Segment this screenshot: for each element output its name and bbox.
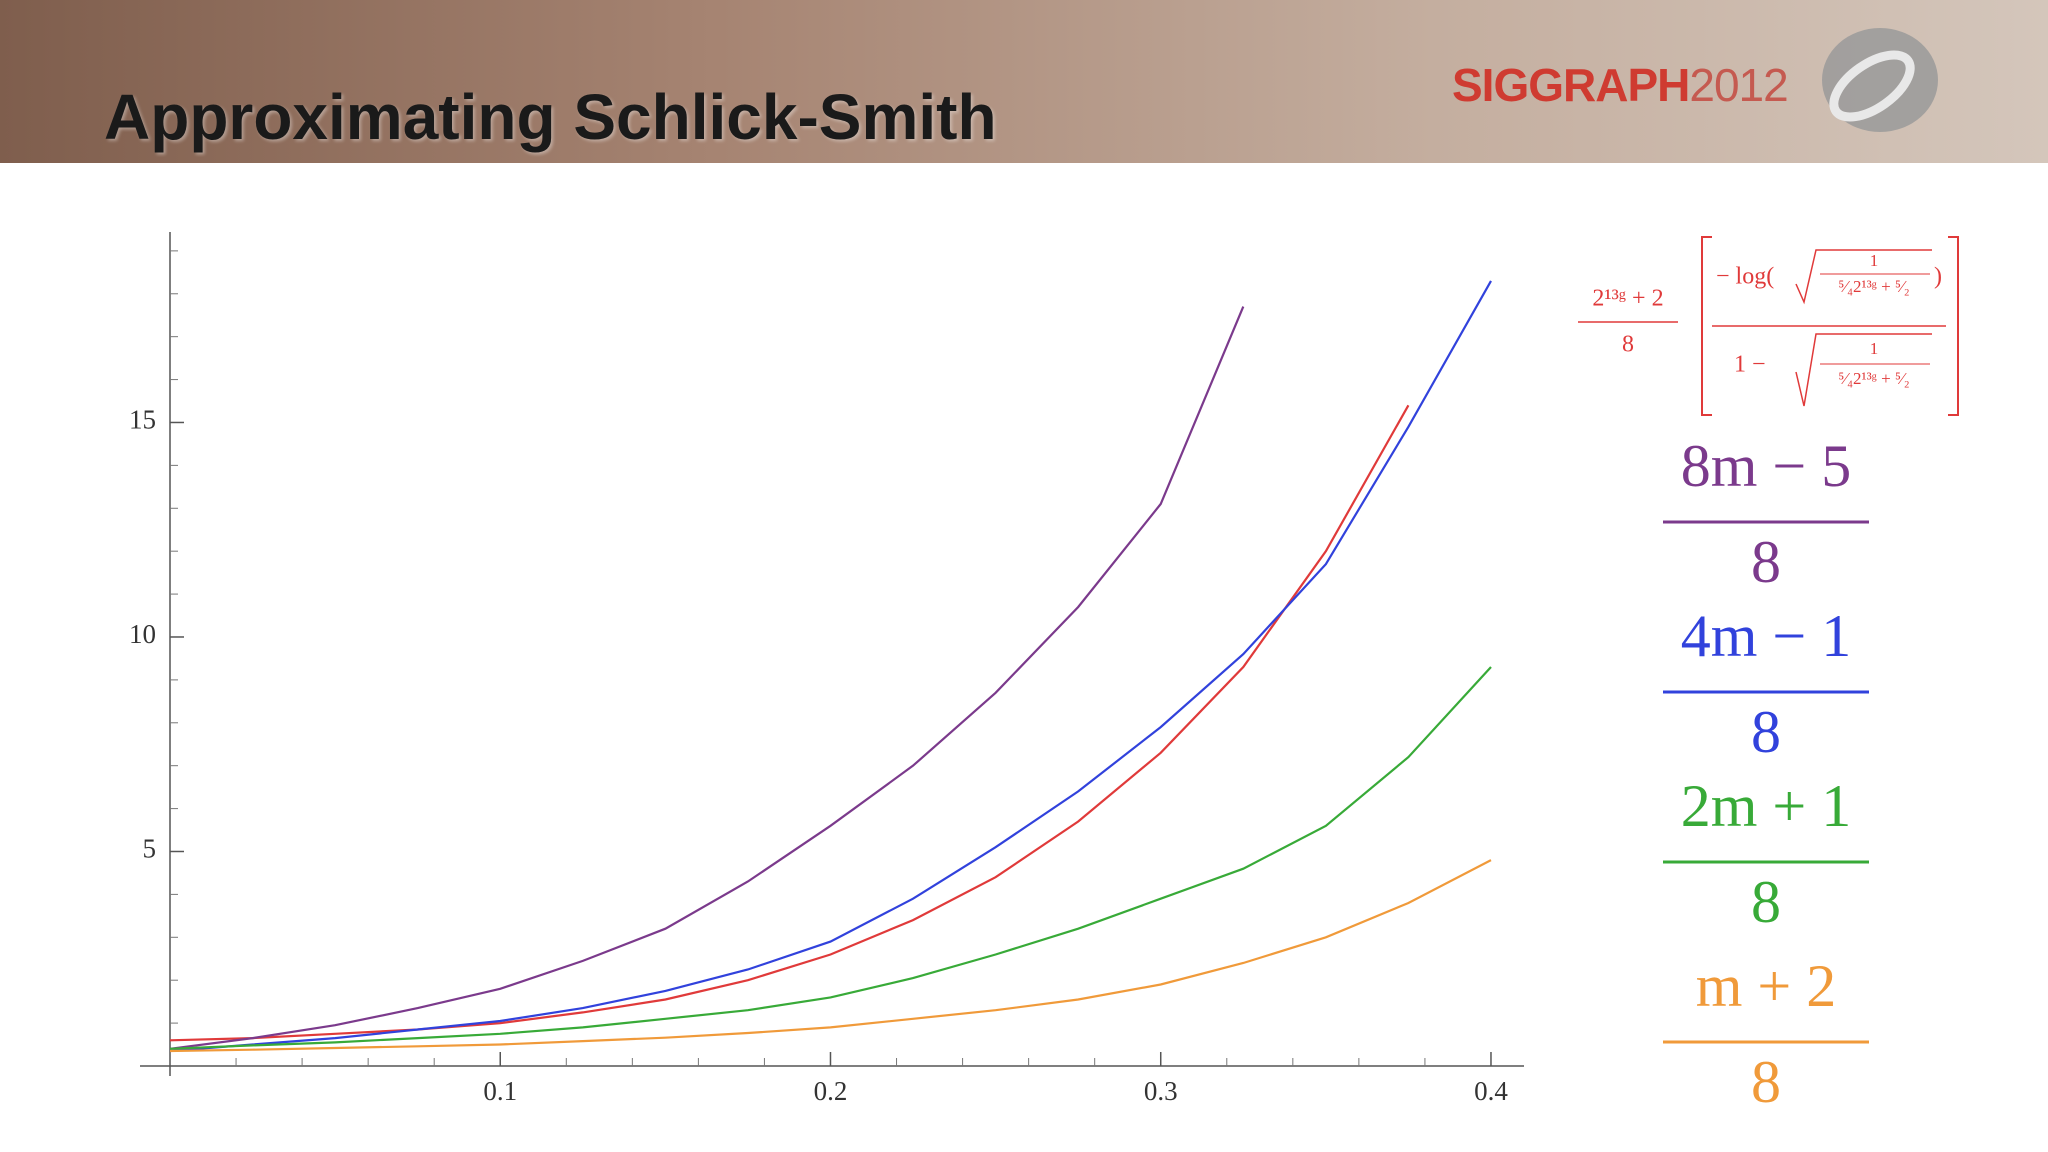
x-tick-label: 0.2 bbox=[814, 1076, 848, 1106]
legend-denominator: 8 bbox=[1751, 699, 1781, 765]
legend-denominator: 8 bbox=[1622, 332, 1634, 358]
formula-part: 1 − bbox=[1734, 352, 1766, 378]
legend-denominator: 8 bbox=[1751, 1049, 1781, 1115]
legend-denominator: 8 bbox=[1751, 529, 1781, 595]
y-tick-label: 5 bbox=[143, 834, 157, 864]
header-banner: Approximating Schlick-Smith SIGGRAPH2012 bbox=[0, 0, 2048, 163]
formula-part: − log( bbox=[1716, 264, 1774, 290]
logo-swirl bbox=[1822, 28, 1938, 132]
logo-year: 2012 bbox=[1689, 59, 1788, 111]
formula-part: ) bbox=[1934, 264, 1942, 290]
formula-part: 1 bbox=[1870, 251, 1879, 270]
legend-denominator: 8 bbox=[1751, 869, 1781, 935]
y-tick-label: 15 bbox=[129, 405, 156, 435]
legend-numerator: 4m − 1 bbox=[1681, 603, 1852, 669]
formula-part: ⁵⁄₄2¹³ᵍ + ⁵⁄₂ bbox=[1838, 369, 1909, 388]
x-tick-label: 0.1 bbox=[483, 1076, 517, 1106]
data-line bbox=[169, 859, 1492, 1053]
bracket bbox=[1701, 236, 1959, 416]
logo-name: SIGGRAPH bbox=[1452, 59, 1690, 111]
slide-title: Approximating Schlick-Smith bbox=[104, 81, 997, 153]
logo: SIGGRAPH2012 bbox=[1452, 58, 1789, 112]
formula-part: 1 bbox=[1870, 339, 1879, 358]
legend-numerator: 8m − 5 bbox=[1681, 433, 1852, 499]
legend-numerator: 2¹³ᵍ + 2 bbox=[1592, 286, 1663, 312]
legend-numerator: 2m + 1 bbox=[1681, 773, 1852, 839]
formula-part: ⁵⁄₄2¹³ᵍ + ⁵⁄₂ bbox=[1838, 277, 1909, 296]
data-line bbox=[169, 306, 1245, 1050]
data-line bbox=[169, 280, 1492, 1053]
data-line bbox=[169, 666, 1492, 1050]
legend-numerator: m + 2 bbox=[1696, 953, 1837, 1019]
x-tick-label: 0.4 bbox=[1474, 1076, 1508, 1106]
sqrt-sign bbox=[1795, 249, 1932, 305]
x-tick-label: 0.3 bbox=[1144, 1076, 1178, 1106]
data-line bbox=[169, 404, 1410, 1042]
y-tick-label: 10 bbox=[129, 619, 156, 649]
sqrt-sign bbox=[1795, 333, 1932, 407]
